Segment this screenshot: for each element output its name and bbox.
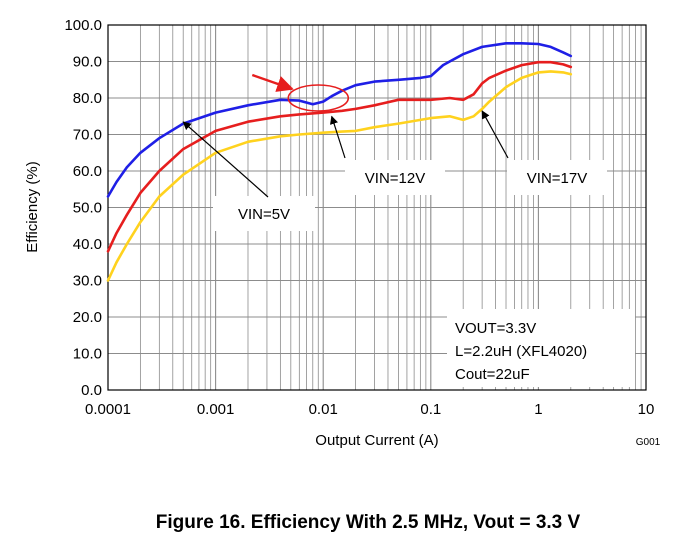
- y-tick-label: 20.0: [73, 309, 102, 326]
- x-tick-label: 0.1: [420, 401, 441, 418]
- y-tick-label: 60.0: [73, 163, 102, 180]
- y-tick-label: 0.0: [81, 382, 102, 399]
- figure-caption: Figure 16. Efficiency With 2.5 MHz, Vout…: [156, 512, 581, 533]
- annotation-label: VIN=17V: [527, 170, 587, 187]
- notes-box: [447, 309, 635, 387]
- x-tick-label: 0.0001: [85, 401, 131, 418]
- note-text: VOUT=3.3V: [455, 320, 536, 337]
- figure-code: G001: [636, 437, 661, 448]
- y-tick-label: 70.0: [73, 127, 102, 144]
- x-axis-title: Output Current (A): [315, 432, 438, 449]
- series-line: [106, 41, 573, 198]
- highlight-arrow: [251, 73, 294, 92]
- y-tick-label: 50.0: [73, 200, 102, 217]
- plot-frame: [107, 24, 647, 391]
- annotation-label: VIN=5V: [238, 206, 290, 223]
- y-tick-label: 30.0: [73, 273, 102, 290]
- annotation-group: VIN=5V VIN=12V VIN=17V VOUT=3.3V L=2.2uH (XF…: [182, 73, 635, 387]
- annotation-box: [507, 160, 607, 195]
- annotation-arrow: [481, 110, 509, 159]
- x-axis-ticks: 0.0001 0.001 0.01 0.1 1 10: [85, 401, 654, 418]
- x-tick-label: 10: [638, 401, 655, 418]
- series-group: [106, 41, 573, 282]
- series-line: [106, 70, 573, 282]
- annotation-box: [345, 160, 445, 195]
- highlight-ellipse: [287, 84, 350, 112]
- x-tick-label: 0.01: [309, 401, 338, 418]
- annotation-label: VIN=12V: [365, 170, 425, 187]
- y-tick-label: 100.0: [64, 17, 102, 34]
- y-axis-ticks: 0.0 10.0 20.0 30.0 40.0 50.0 60.0 70.0 80.0 90.0 1…: [64, 17, 102, 399]
- y-tick-label: 90.0: [73, 54, 102, 71]
- x-tick-label: 0.001: [197, 401, 235, 418]
- y-tick-label: 40.0: [73, 236, 102, 253]
- y-axis-title: Efficiency (%): [24, 161, 41, 252]
- y-tick-label: 80.0: [73, 90, 102, 107]
- y-tick-label: 10.0: [73, 346, 102, 363]
- annotation-arrow: [330, 115, 346, 159]
- note-text: L=2.2uH (XFL4020): [455, 343, 587, 360]
- series-line: [106, 60, 573, 253]
- note-text: Cout=22uF: [455, 366, 530, 383]
- annotation-arrow: [182, 121, 269, 198]
- x-tick-label: 1: [534, 401, 542, 418]
- annotation-box: [213, 196, 315, 231]
